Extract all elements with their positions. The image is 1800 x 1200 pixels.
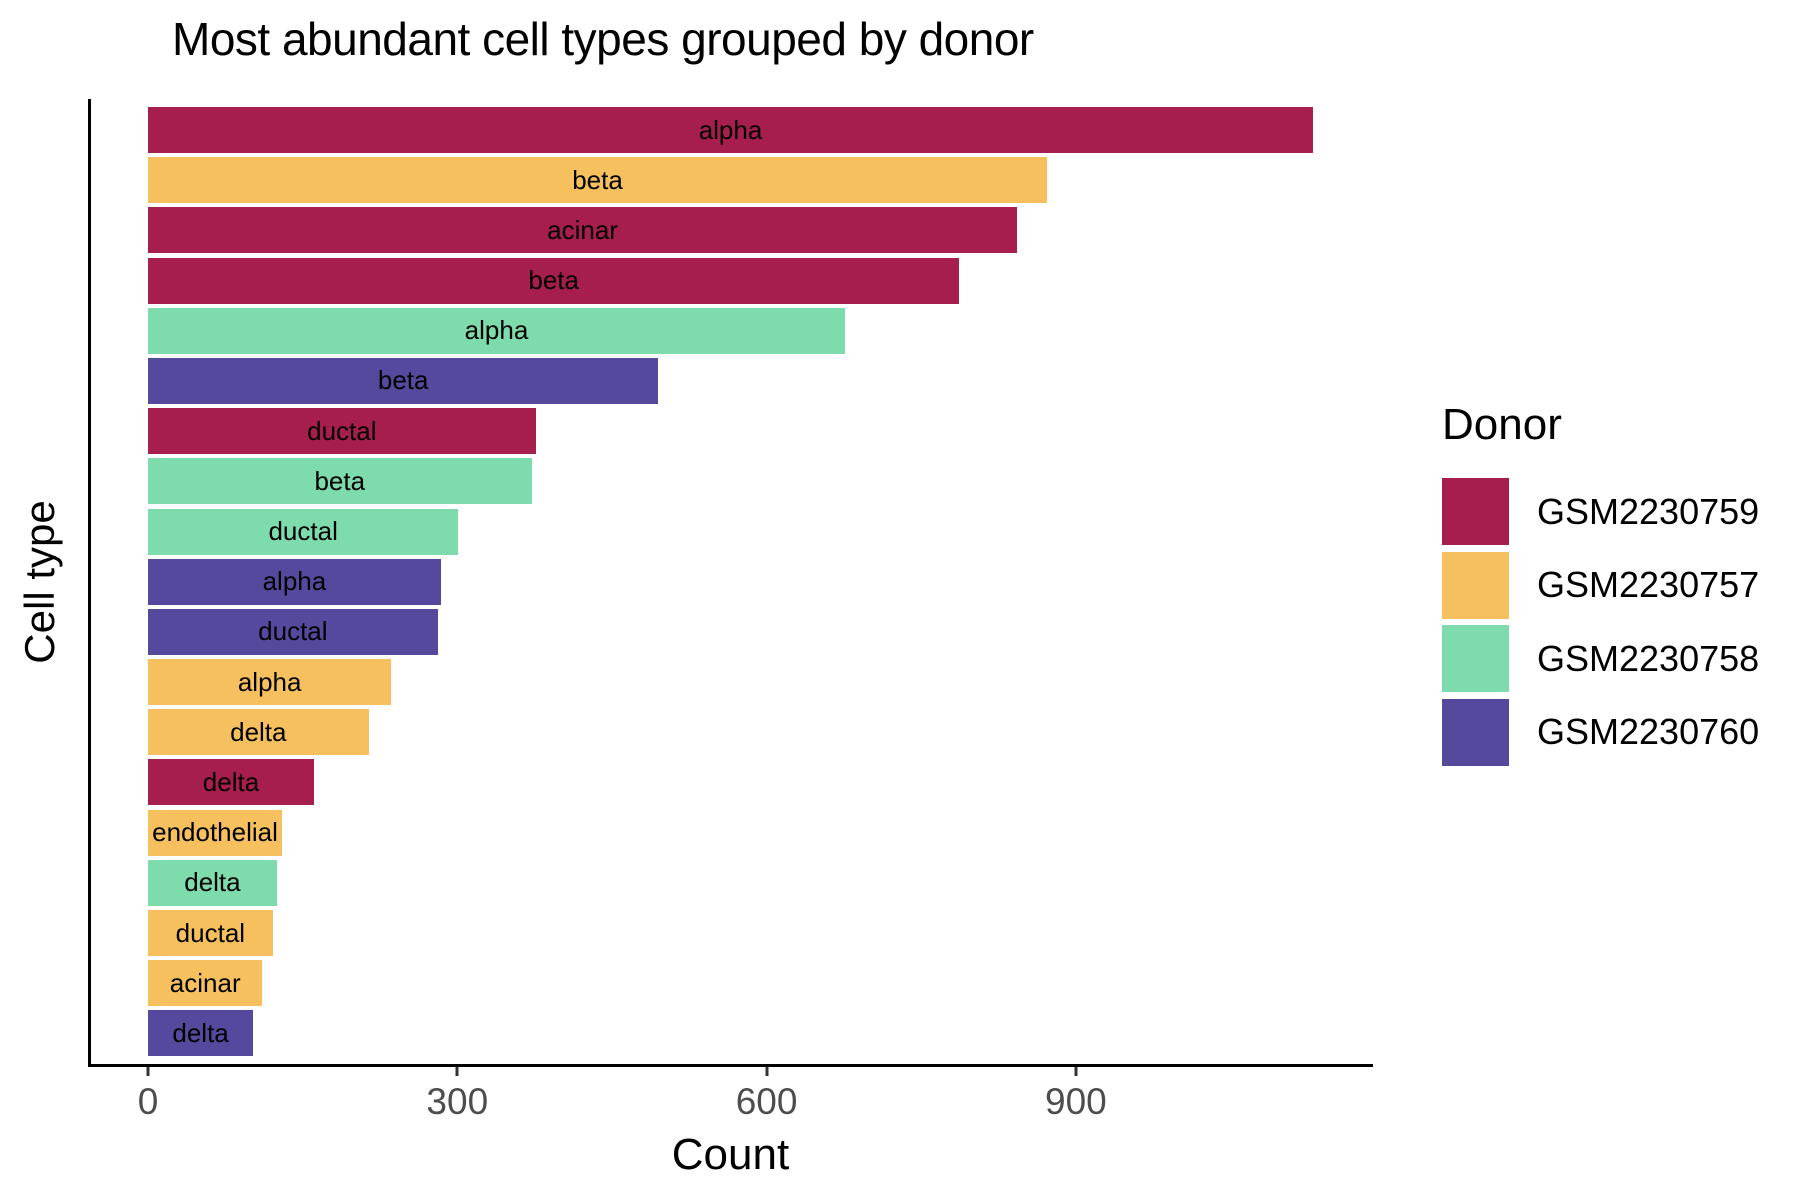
plot-panel: alpha beta acinar beta alpha beta ductal beta du… bbox=[90, 99, 1371, 1065]
x-axis-line bbox=[88, 1064, 1373, 1067]
bar-row: beta bbox=[90, 456, 1371, 506]
legend-key-swatch bbox=[1442, 551, 1509, 619]
bar-label: alpha bbox=[237, 666, 302, 697]
bar: acinar bbox=[148, 960, 263, 1007]
x-tick-label: 0 bbox=[137, 1081, 159, 1122]
legend-key-swatch bbox=[1442, 478, 1509, 545]
bar-label: endothelial bbox=[152, 817, 278, 848]
bar-label: delta bbox=[184, 867, 241, 898]
bar-label: beta bbox=[377, 365, 429, 396]
legend-items: GSM2230759 GSM2230757 GSM2230758 GSM2230760 bbox=[1442, 478, 1782, 766]
bar: ductal bbox=[148, 508, 459, 555]
x-tick-mark bbox=[765, 1067, 769, 1076]
legend-item: GSM2230757 bbox=[1442, 551, 1782, 619]
bar-label: ductal bbox=[175, 917, 246, 948]
legend-item: GSM2230760 bbox=[1442, 698, 1782, 766]
y-axis-title: Cell type bbox=[16, 500, 63, 664]
bar-label: acinar bbox=[547, 214, 618, 245]
bar: delta bbox=[148, 759, 314, 806]
bar-label: acinar bbox=[169, 967, 241, 998]
x-tick-mark bbox=[146, 1067, 150, 1076]
bar-label: ductal bbox=[268, 516, 338, 546]
bar: acinar bbox=[148, 207, 1018, 254]
bar-row: beta bbox=[90, 356, 1371, 406]
bar: beta bbox=[148, 157, 1048, 204]
bar: endothelial bbox=[148, 809, 283, 856]
legend-label: GSM2230759 bbox=[1537, 490, 1760, 532]
bar-row: alpha bbox=[90, 306, 1371, 356]
bar-label: beta bbox=[314, 465, 366, 496]
bar-row: ductal bbox=[90, 607, 1371, 657]
bar-row: ductal bbox=[90, 908, 1371, 958]
bar-label: ductal bbox=[307, 415, 377, 446]
x-tick-mark bbox=[1074, 1067, 1078, 1076]
bar-label: alpha bbox=[464, 315, 529, 346]
bar-row: acinar bbox=[90, 958, 1371, 1008]
x-axis-title: Count bbox=[671, 1130, 790, 1179]
x-tick-label: 600 bbox=[735, 1081, 798, 1122]
bar-row: beta bbox=[90, 155, 1371, 205]
bar: alpha bbox=[148, 659, 392, 706]
legend-item: GSM2230759 bbox=[1442, 478, 1782, 545]
bar: alpha bbox=[148, 107, 1314, 153]
chart-title: Most abundant cell types grouped by dono… bbox=[172, 13, 1034, 65]
x-tick-mark bbox=[455, 1067, 459, 1076]
bar-row: delta bbox=[90, 858, 1371, 908]
legend-key-swatch bbox=[1442, 698, 1509, 766]
bar-row: delta bbox=[90, 757, 1371, 807]
bar-row: alpha bbox=[90, 557, 1371, 607]
bar-row: endothelial bbox=[90, 808, 1371, 858]
bar-label: ductal bbox=[258, 616, 328, 647]
bar: delta bbox=[148, 1010, 254, 1057]
bar-label: alpha bbox=[698, 114, 763, 145]
x-tick-label: 300 bbox=[426, 1081, 489, 1122]
bar-row: acinar bbox=[90, 205, 1371, 255]
bar-label: delta bbox=[202, 766, 260, 797]
bar-label: beta bbox=[572, 164, 623, 195]
legend-key-swatch bbox=[1442, 625, 1509, 692]
bar: beta bbox=[148, 257, 960, 304]
legend-label: GSM2230758 bbox=[1537, 637, 1760, 679]
bar: delta bbox=[148, 709, 369, 756]
bar: alpha bbox=[148, 558, 441, 605]
bar-label: alpha bbox=[262, 566, 327, 597]
bar: ductal bbox=[148, 608, 438, 655]
bar-row: delta bbox=[90, 1008, 1371, 1058]
bar-row: ductal bbox=[90, 507, 1371, 557]
bar: ductal bbox=[148, 408, 536, 455]
bar-row: alpha bbox=[90, 657, 1371, 707]
legend: Donor GSM2230759 GSM2230757 GSM2230758 GSM2… bbox=[1442, 400, 1782, 772]
bar: ductal bbox=[148, 910, 273, 956]
bar: beta bbox=[148, 458, 532, 505]
bar: delta bbox=[148, 859, 277, 906]
y-axis-line bbox=[88, 99, 91, 1067]
x-tick-label: 900 bbox=[1045, 1081, 1107, 1122]
bar-label: beta bbox=[528, 265, 579, 296]
legend-item: GSM2230758 bbox=[1442, 625, 1782, 692]
bar-label: delta bbox=[230, 716, 287, 747]
legend-label: GSM2230757 bbox=[1537, 564, 1760, 605]
bar: alpha bbox=[148, 307, 845, 354]
bar-row: beta bbox=[90, 256, 1371, 306]
bar: beta bbox=[148, 357, 659, 404]
bar-row: alpha bbox=[90, 105, 1371, 155]
bar-label: delta bbox=[172, 1017, 229, 1048]
legend-title: Donor bbox=[1442, 400, 1562, 449]
x-axis: 0 300 600 900 bbox=[90, 1067, 1371, 1137]
legend-label: GSM2230760 bbox=[1537, 711, 1760, 752]
bar-row: ductal bbox=[90, 406, 1371, 456]
bar-row: delta bbox=[90, 707, 1371, 757]
